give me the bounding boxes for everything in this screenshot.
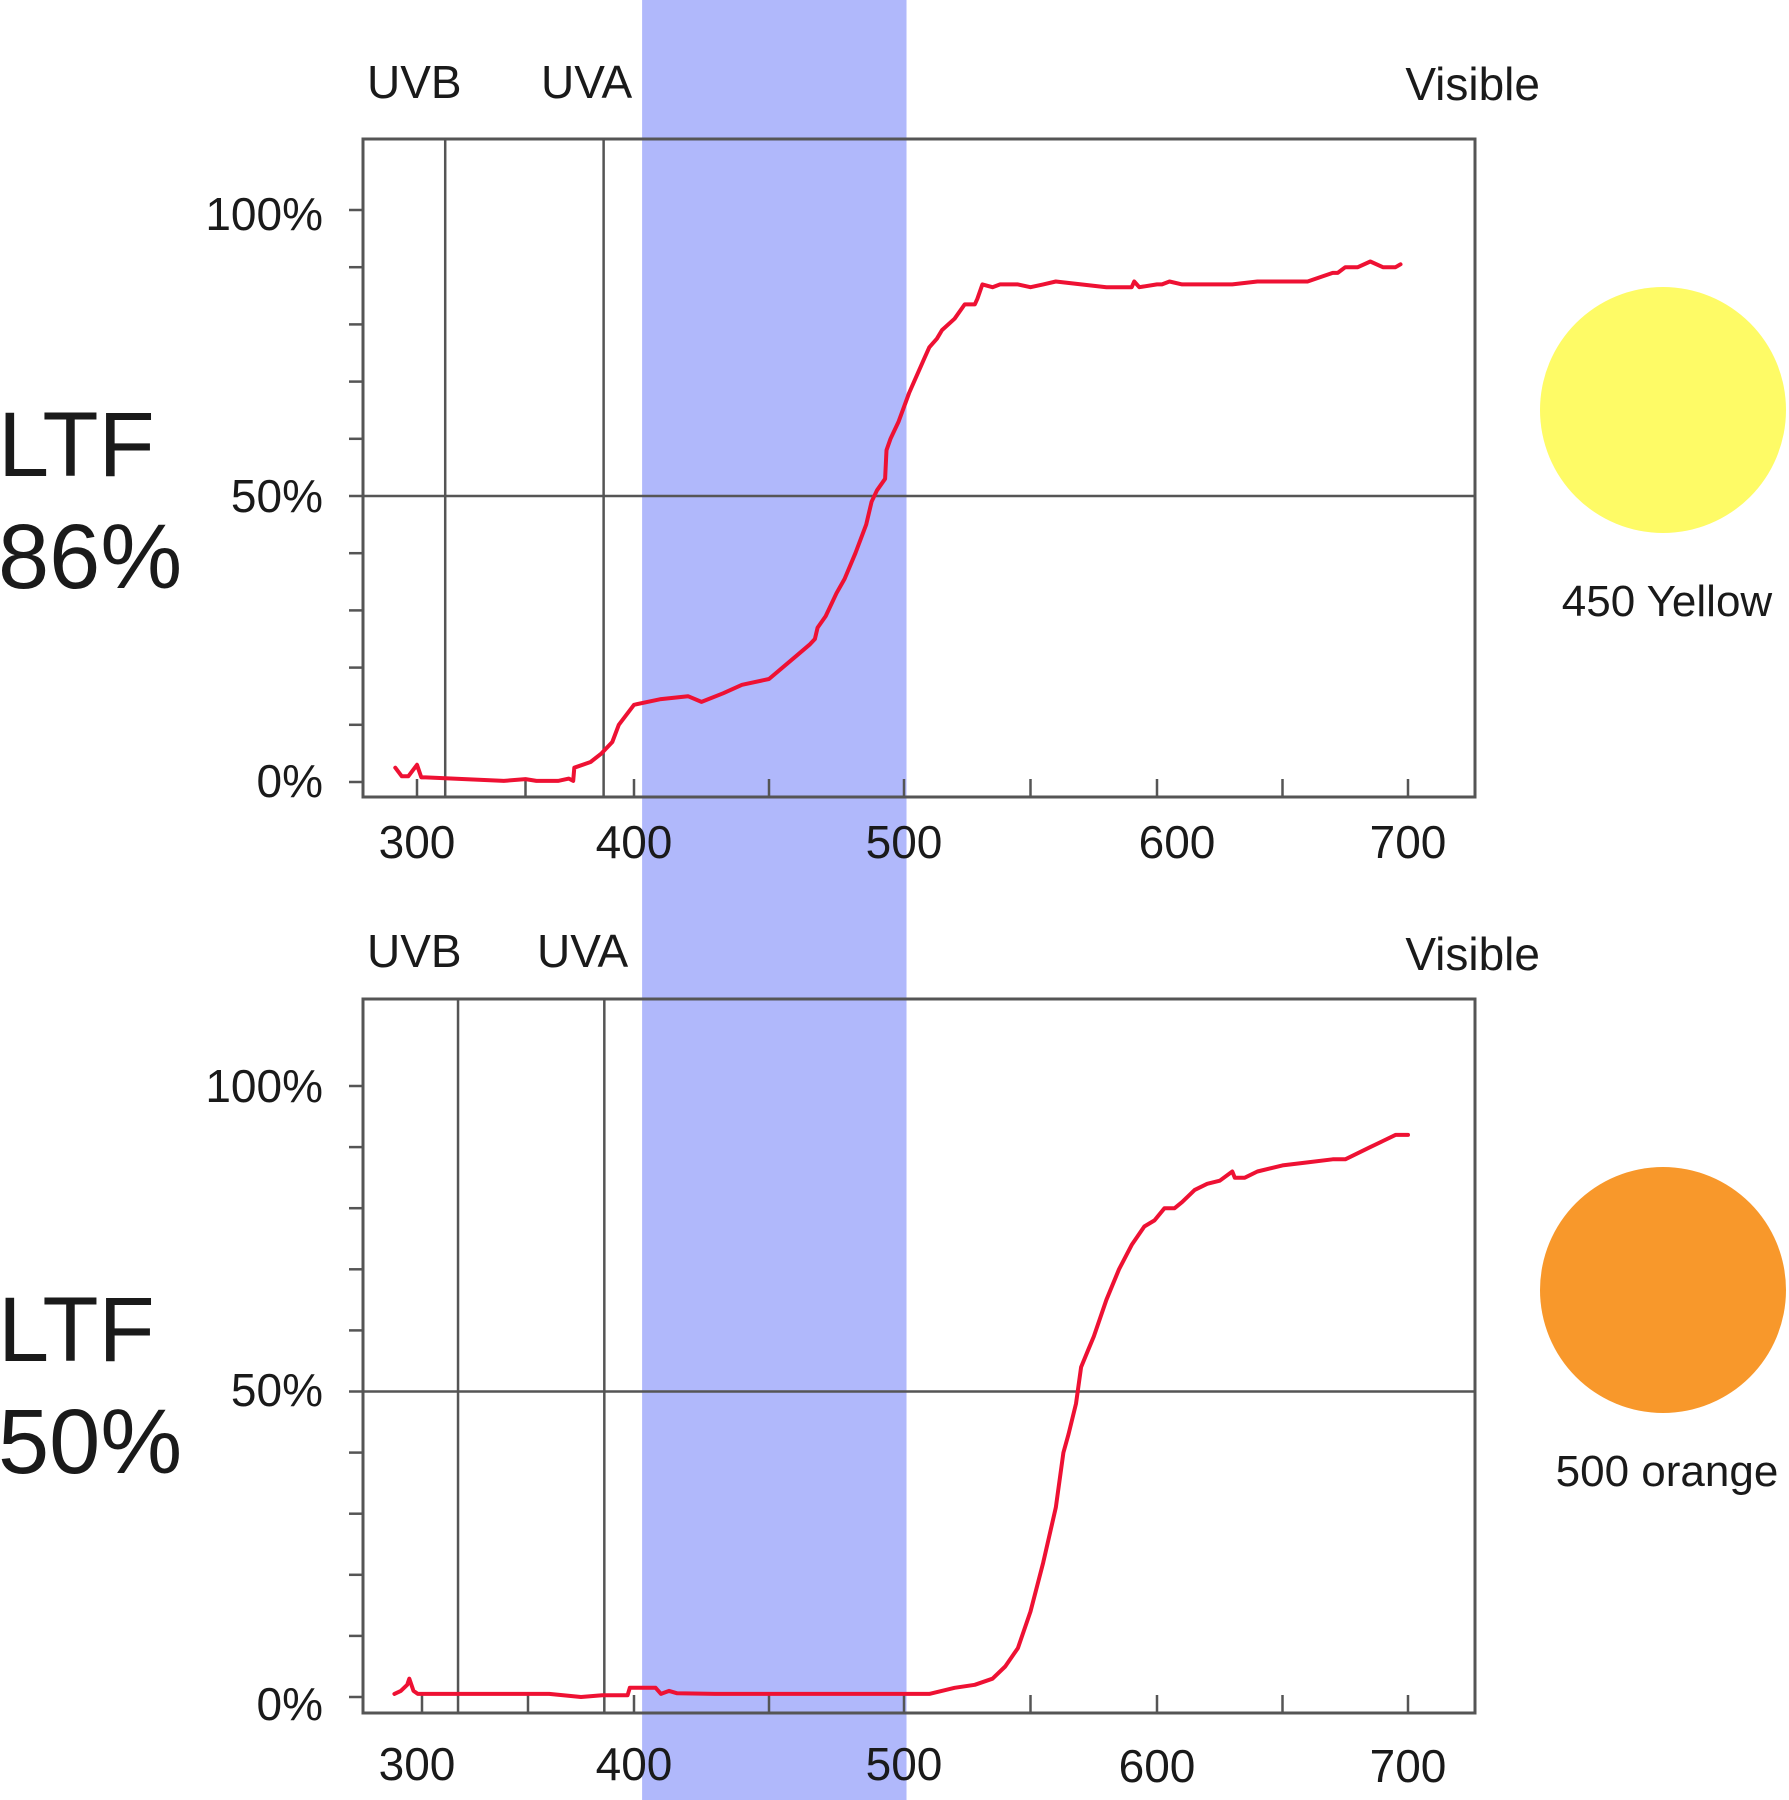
region-label-uva: UVA [537, 925, 628, 977]
transmission-chart-yellow: UVB UVA Visible 0% 50% 100% 300 400 500 … [0, 56, 1786, 868]
highlight-band [642, 0, 907, 1800]
x-tick-label-600: 600 [1119, 1740, 1196, 1792]
x-tick-label-400: 400 [596, 1738, 673, 1790]
y-tick-label-100: 100% [205, 188, 323, 240]
region-label-uva: UVA [541, 56, 632, 108]
axis-ticks [349, 1084, 1410, 1713]
region-label-visible: Visible [1405, 928, 1540, 980]
x-tick-label-300: 300 [379, 816, 456, 868]
plot-frame [361, 137, 1477, 799]
axis-ticks [349, 208, 1410, 797]
y-tick-label-50: 50% [231, 1364, 323, 1416]
x-tick-label-600: 600 [1139, 816, 1216, 868]
x-tick-label-300: 300 [379, 1738, 456, 1790]
region-label-visible: Visible [1405, 58, 1540, 110]
transmission-chart-orange: UVB UVA Visible 0% 50% 100% 300 400 500 … [0, 925, 1786, 1792]
x-tick-label-700: 700 [1370, 1740, 1447, 1792]
region-label-uvb: UVB [367, 56, 462, 108]
ltf-label: LTF [0, 394, 155, 496]
highlight-band-layer [642, 0, 907, 1800]
transmission-line [393, 259, 1403, 783]
y-tick-label-0: 0% [257, 755, 323, 807]
plot-frame [361, 997, 1477, 1715]
color-swatch-orange [1540, 1167, 1786, 1413]
ltf-value: 86% [0, 506, 182, 608]
transmission-line [392, 1132, 1410, 1699]
ltf-label: LTF [0, 1279, 155, 1381]
x-tick-label-400: 400 [596, 816, 673, 868]
series-line [392, 1132, 1410, 1699]
x-tick-label-500: 500 [866, 1738, 943, 1790]
chart-frame [361, 997, 1477, 1715]
x-tick-label-700: 700 [1370, 816, 1447, 868]
swatch-label: 450 Yellow [1562, 577, 1773, 626]
y-tick-label-0: 0% [257, 1678, 323, 1730]
swatch-label: 500 orange [1556, 1447, 1779, 1496]
chart-frame [361, 137, 1477, 799]
ltf-value: 50% [0, 1391, 182, 1493]
region-label-uvb: UVB [367, 925, 462, 977]
y-tick-label-100: 100% [205, 1060, 323, 1112]
y-tick-label-50: 50% [231, 470, 323, 522]
color-swatch-yellow [1540, 287, 1786, 533]
x-tick-label-500: 500 [866, 816, 943, 868]
series-line [393, 259, 1403, 783]
